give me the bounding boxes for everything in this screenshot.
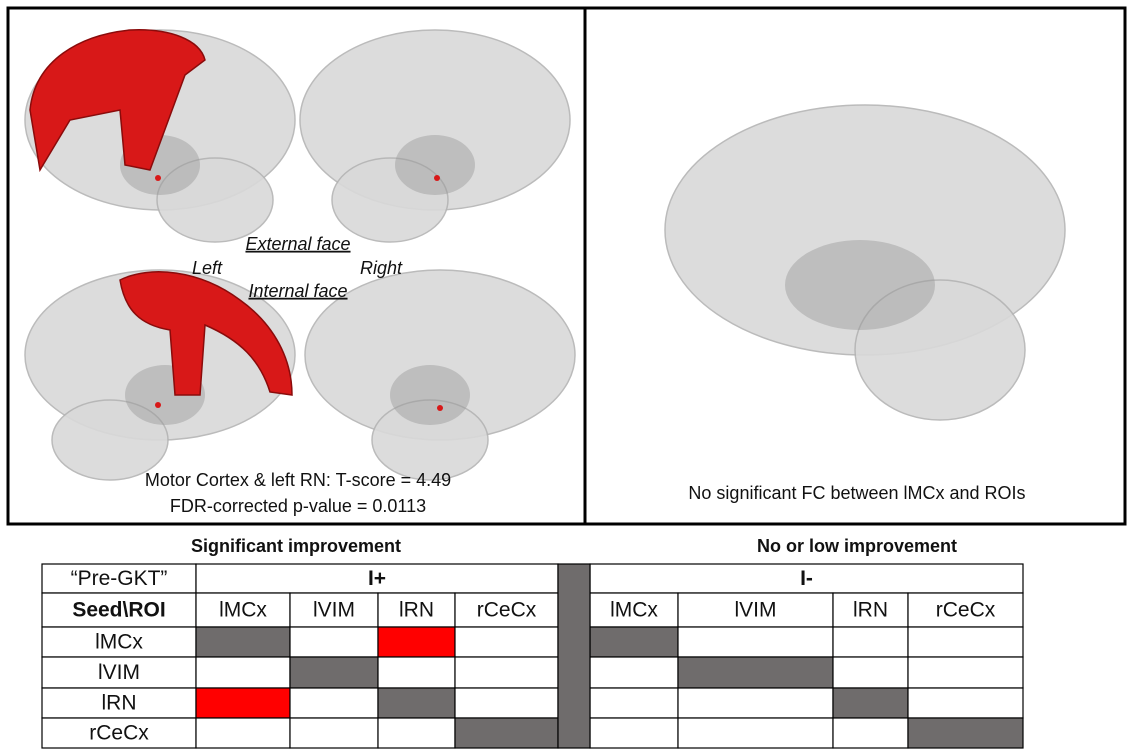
right-label: Right — [360, 258, 403, 278]
matrix-cell — [378, 688, 455, 718]
matrix-cell — [455, 627, 558, 657]
matrix-cell — [590, 718, 678, 748]
cell-text: rCeCx — [89, 722, 149, 745]
internal-face-label: Internal face — [248, 281, 347, 301]
stat-line: FDR-corrected p-value = 0.0113 — [170, 496, 426, 516]
cell-text: lVIM — [735, 599, 777, 622]
matrix-cell — [196, 657, 290, 688]
matrix-cell — [833, 688, 908, 718]
matrix-cell — [678, 718, 833, 748]
matrix-cell — [290, 627, 378, 657]
table-header: Significant improvement — [191, 536, 401, 556]
cell-text: “Pre-GKT” — [71, 567, 168, 590]
matrix-cell — [678, 657, 833, 688]
separator-column — [558, 564, 590, 748]
matrix-cell — [378, 718, 455, 748]
matrix-cell — [590, 657, 678, 688]
matrix-cell — [455, 657, 558, 688]
figure: External face Left Right Internal face M… — [0, 0, 1127, 751]
cell-text: I- — [800, 567, 813, 590]
matrix-cell — [678, 688, 833, 718]
table-header: No or low improvement — [757, 536, 957, 556]
cell-text: lMCx — [95, 631, 143, 654]
external-face-label: External face — [245, 234, 350, 254]
matrix-cell — [378, 657, 455, 688]
cell-text: rCeCx — [936, 599, 996, 622]
matrix-cell — [290, 657, 378, 688]
cell-text: lVIM — [313, 599, 355, 622]
left-label: Left — [192, 258, 223, 278]
cell-text: lRN — [399, 599, 434, 622]
matrix-cell — [833, 718, 908, 748]
right-caption: No significant FC between lMCx and ROIs — [688, 483, 1025, 503]
matrix-cell — [290, 688, 378, 718]
brain-images — [25, 30, 1065, 480]
matrix-cell — [908, 718, 1023, 748]
cell-text: rCeCx — [477, 599, 537, 622]
cell-text: I+ — [368, 567, 386, 590]
matrix-cell — [196, 627, 290, 657]
matrix-cell — [455, 688, 558, 718]
matrix-cell — [908, 627, 1023, 657]
matrix-cell — [196, 688, 290, 718]
cell-text: lVIM — [98, 661, 140, 684]
cell-text: lMCx — [610, 599, 658, 622]
cell-text: Seed\ROI — [72, 599, 165, 622]
matrix-cell — [678, 627, 833, 657]
matrix-cell — [908, 657, 1023, 688]
matrix-cell — [908, 688, 1023, 718]
matrix-cell — [196, 718, 290, 748]
stat-line: Motor Cortex & left RN: T-score = 4.49 — [145, 470, 451, 490]
cell-text: lRN — [853, 599, 888, 622]
table: “Pre-GKT” I+ I- Seed\ROI lMCx lVIM lRN rCeCx lMC… — [42, 564, 1023, 748]
matrix-cell — [455, 718, 558, 748]
matrix-cell — [590, 627, 678, 657]
cell-text: lRN — [102, 692, 137, 715]
matrix-cell — [378, 627, 455, 657]
cell-text: lMCx — [219, 599, 267, 622]
matrix-cell — [590, 688, 678, 718]
matrix-cell — [290, 718, 378, 748]
matrix-cell — [833, 657, 908, 688]
matrix-cell — [833, 627, 908, 657]
